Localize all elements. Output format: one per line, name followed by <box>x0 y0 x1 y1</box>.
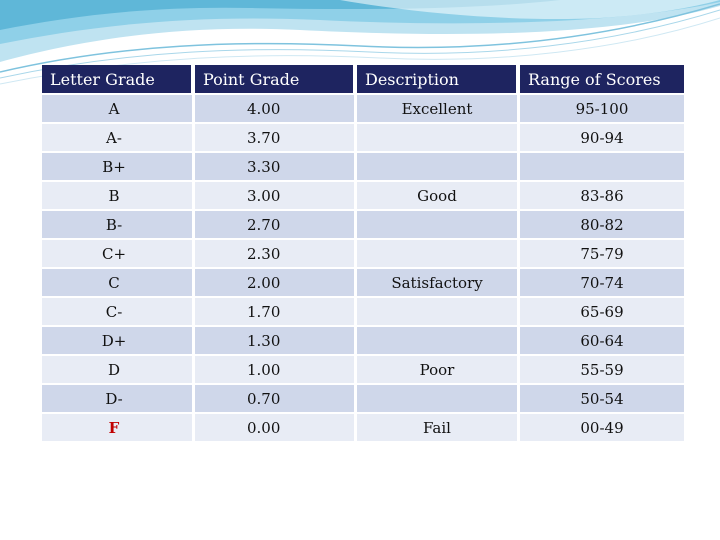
description-cell <box>357 211 520 240</box>
point-grade-cell: 1.70 <box>195 298 357 327</box>
score-range-cell: 70-74 <box>520 269 684 298</box>
description-cell <box>357 327 520 356</box>
description-cell: Poor <box>357 356 520 385</box>
letter-grade-cell: A <box>42 95 195 124</box>
table-row: B+ 3.30 <box>42 153 684 182</box>
score-range-cell <box>520 153 684 182</box>
header-letter-grade: Letter Grade <box>42 65 195 95</box>
description-cell: Good <box>357 182 520 211</box>
score-range-cell: 60-64 <box>520 327 684 356</box>
description-cell <box>357 298 520 327</box>
header-point-grade: Point Grade <box>195 65 357 95</box>
description-cell <box>357 124 520 153</box>
header-wave-decoration <box>0 0 720 85</box>
score-range-cell: 80-82 <box>520 211 684 240</box>
table-row: D 1.00 Poor 55-59 <box>42 356 684 385</box>
table-row: B- 2.70 80-82 <box>42 211 684 240</box>
description-cell: Excellent <box>357 95 520 124</box>
point-grade-cell: 2.70 <box>195 211 357 240</box>
score-range-cell: 50-54 <box>520 385 684 414</box>
letter-grade-cell: C+ <box>42 240 195 269</box>
point-grade-cell: 4.00 <box>195 95 357 124</box>
header-range-of-scores: Range of Scores <box>520 65 684 95</box>
letter-grade-cell: F <box>42 414 195 443</box>
score-range-cell: 83-86 <box>520 182 684 211</box>
point-grade-cell: 2.30 <box>195 240 357 269</box>
table-row: A- 3.70 90-94 <box>42 124 684 153</box>
description-cell: Fail <box>357 414 520 443</box>
point-grade-cell: 0.70 <box>195 385 357 414</box>
table-header-row: Letter Grade Point Grade Description Ran… <box>42 65 684 95</box>
header-description: Description <box>357 65 520 95</box>
score-range-cell: 00-49 <box>520 414 684 443</box>
description-cell <box>357 153 520 182</box>
score-range-cell: 75-79 <box>520 240 684 269</box>
letter-grade-cell: D- <box>42 385 195 414</box>
point-grade-cell: 3.30 <box>195 153 357 182</box>
point-grade-cell: 1.00 <box>195 356 357 385</box>
description-cell <box>357 240 520 269</box>
table-row: F 0.00 Fail 00-49 <box>42 414 684 443</box>
point-grade-cell: 3.70 <box>195 124 357 153</box>
score-range-cell: 95-100 <box>520 95 684 124</box>
table-row: A 4.00 Excellent 95-100 <box>42 95 684 124</box>
grade-scale-table: Letter Grade Point Grade Description Ran… <box>42 65 684 443</box>
table-row: B 3.00 Good 83-86 <box>42 182 684 211</box>
score-range-cell: 55-59 <box>520 356 684 385</box>
letter-grade-cell: C <box>42 269 195 298</box>
score-range-cell: 65-69 <box>520 298 684 327</box>
point-grade-cell: 3.00 <box>195 182 357 211</box>
table-row: D- 0.70 50-54 <box>42 385 684 414</box>
letter-grade-cell: A- <box>42 124 195 153</box>
table-row: C 2.00 Satisfactory 70-74 <box>42 269 684 298</box>
point-grade-cell: 2.00 <box>195 269 357 298</box>
letter-grade-cell: B- <box>42 211 195 240</box>
letter-grade-cell: C- <box>42 298 195 327</box>
description-cell: Satisfactory <box>357 269 520 298</box>
score-range-cell: 90-94 <box>520 124 684 153</box>
table-row: D+ 1.30 60-64 <box>42 327 684 356</box>
table-row: C+ 2.30 75-79 <box>42 240 684 269</box>
letter-grade-cell: B+ <box>42 153 195 182</box>
point-grade-cell: 0.00 <box>195 414 357 443</box>
letter-grade-cell: B <box>42 182 195 211</box>
table-row: C- 1.70 65-69 <box>42 298 684 327</box>
letter-grade-cell: D <box>42 356 195 385</box>
letter-grade-cell: D+ <box>42 327 195 356</box>
description-cell <box>357 385 520 414</box>
point-grade-cell: 1.30 <box>195 327 357 356</box>
